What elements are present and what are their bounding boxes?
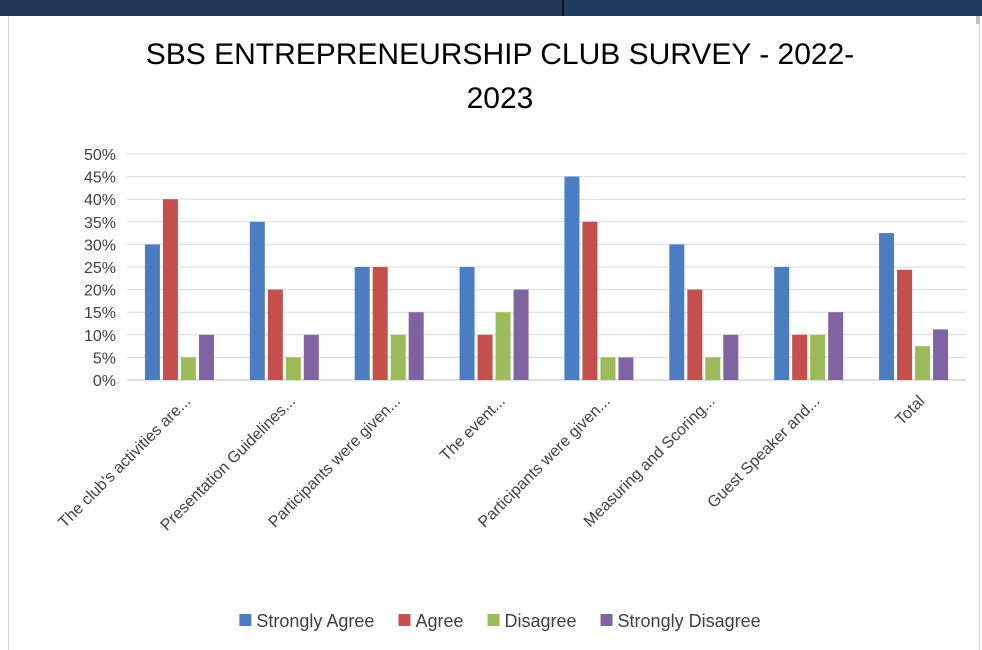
x-tick-label: Guest Speaker and... <box>705 393 824 512</box>
y-tick-label: 5% <box>93 350 116 367</box>
scrollbar-thumb[interactable] <box>976 16 980 24</box>
legend: Strongly Agree Agree Disagree Strongly Disa… <box>239 611 761 631</box>
bar-strongly-agree <box>249 221 265 380</box>
bar-strongly-agree <box>564 176 580 380</box>
y-tick-label: 45% <box>84 170 116 187</box>
chart-frame-right-edge <box>979 16 980 650</box>
bar-agree <box>372 267 388 380</box>
y-tick-label: 50% <box>84 147 116 164</box>
chart-title-line-1: SBS ENTREPRENEURSHIP CLUB SURVEY - 2022- <box>146 38 855 71</box>
bar-strongly-agree <box>879 233 895 380</box>
legend-swatch <box>600 614 613 626</box>
legend-label: Agree <box>415 611 463 631</box>
bar-agree <box>582 221 598 380</box>
top-bar-divider <box>562 0 564 16</box>
bar-disagree <box>915 346 931 380</box>
bar-disagree <box>180 357 196 380</box>
bar-agree <box>477 334 493 380</box>
bar-strongly-disagree <box>933 329 949 380</box>
bar-agree <box>687 289 703 380</box>
y-tick-label: 0% <box>93 373 116 390</box>
y-tick-label: 40% <box>84 192 116 209</box>
bar-strongly-agree <box>459 267 475 380</box>
bar-agree <box>267 289 283 380</box>
bar-disagree <box>495 312 511 380</box>
bar-strongly-disagree <box>828 312 844 380</box>
bar-strongly-disagree <box>198 334 214 380</box>
legend-label: Strongly Agree <box>256 611 374 631</box>
bar-disagree <box>390 334 406 380</box>
y-tick-label: 35% <box>84 215 116 232</box>
y-tick-label: 10% <box>84 328 116 345</box>
y-tick-label: 30% <box>84 237 116 254</box>
legend-swatch <box>239 614 252 626</box>
bar-strongly-disagree <box>303 334 319 380</box>
y-axis-ticks: 0% 5% 10% 15% 20% 25% 30% 35% 40% 45% 50% <box>84 147 116 390</box>
x-tick-label: The event... <box>437 393 509 465</box>
y-tick-label: 25% <box>84 260 116 277</box>
bar-agree <box>162 199 178 380</box>
bar-disagree <box>600 357 616 380</box>
bars <box>144 176 949 380</box>
chart-frame-left-edge <box>8 16 9 650</box>
bar-disagree <box>705 357 721 380</box>
bar-strongly-agree <box>144 244 160 380</box>
legend-label: Disagree <box>505 611 577 631</box>
y-tick-label: 15% <box>84 305 116 322</box>
bar-disagree <box>810 334 826 380</box>
bar-agree <box>792 334 808 380</box>
bar-strongly-agree <box>669 244 685 380</box>
x-tick-label: Total <box>892 393 928 429</box>
y-tick-label: 20% <box>84 283 116 300</box>
chart-title-line-2: 2023 <box>467 82 534 115</box>
x-axis-labels: The club's activities are...Presentation… <box>56 393 929 535</box>
bar-agree <box>897 269 913 380</box>
legend-swatch <box>398 614 411 626</box>
gridlines <box>127 153 966 381</box>
bar-strongly-agree <box>774 267 790 380</box>
window-top-bar-right-panel <box>564 0 982 16</box>
bar-strongly-disagree <box>618 357 634 380</box>
bar-strongly-agree <box>354 267 370 380</box>
bar-strongly-disagree <box>513 289 529 380</box>
bar-disagree <box>285 357 301 380</box>
legend-label: Strongly Disagree <box>618 611 761 631</box>
bar-strongly-disagree <box>723 334 739 380</box>
legend-swatch <box>487 614 500 626</box>
bar-strongly-disagree <box>408 312 424 380</box>
